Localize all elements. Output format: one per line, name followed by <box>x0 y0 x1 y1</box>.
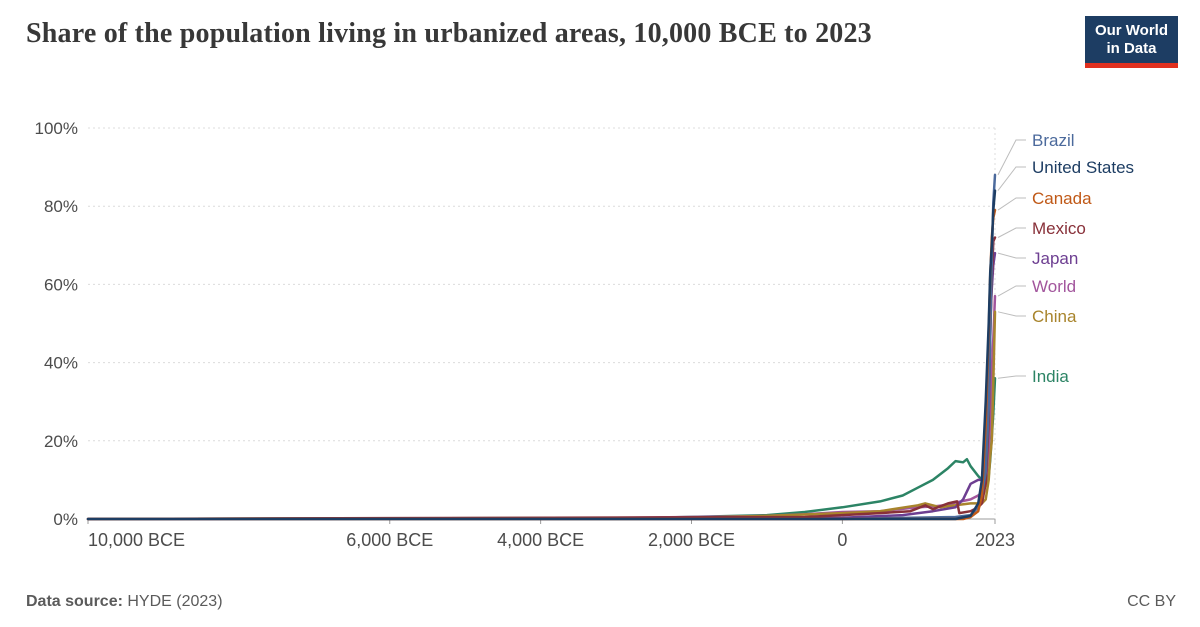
series-label-japan[interactable]: Japan <box>1032 249 1078 268</box>
y-tick-label: 80% <box>44 197 78 216</box>
chart-title: Share of the population living in urbani… <box>26 18 872 49</box>
data-source-value: HYDE (2023) <box>122 593 223 610</box>
series-label-united-states[interactable]: United States <box>1032 158 1134 177</box>
y-tick-label: 40% <box>44 354 78 373</box>
label-leader-line <box>997 227 1026 238</box>
y-tick-label: 20% <box>44 432 78 451</box>
series-line-china[interactable] <box>86 310 997 521</box>
owid-logo-line1: Our World <box>1094 22 1168 39</box>
data-source-label: Data source: <box>26 593 123 610</box>
license-badge[interactable]: CC BY <box>1127 593 1176 610</box>
label-leader-line <box>997 252 1026 259</box>
series-label-brazil[interactable]: Brazil <box>1032 131 1075 150</box>
series-line-japan[interactable] <box>86 251 997 521</box>
x-tick-label: 2023 <box>975 530 1015 550</box>
x-tick-label: 10,000 BCE <box>88 530 185 550</box>
series-line-united-states[interactable] <box>86 189 997 521</box>
data-source-note: Data source: HYDE (2023) <box>26 593 223 611</box>
y-tick-label: 100% <box>35 119 78 138</box>
series-line-world[interactable] <box>86 294 997 521</box>
series-line-brazil[interactable] <box>86 173 997 521</box>
y-tick-label: 0% <box>53 510 78 529</box>
label-leader-line <box>997 166 1026 191</box>
label-leader-line <box>997 311 1026 317</box>
label-leader-line <box>997 375 1026 379</box>
series-label-canada[interactable]: Canada <box>1032 189 1092 208</box>
x-tick-label: 2,000 BCE <box>648 530 735 550</box>
series-label-world[interactable]: World <box>1032 277 1076 296</box>
x-tick-label: 0 <box>837 530 847 550</box>
series-label-china[interactable]: China <box>1032 307 1077 326</box>
y-tick-label: 60% <box>44 275 78 294</box>
owid-logo-line2: in Data <box>1106 40 1157 57</box>
owid-logo[interactable]: Our World in Data <box>1084 16 1178 68</box>
series-label-mexico[interactable]: Mexico <box>1032 219 1086 238</box>
x-tick-label: 4,000 BCE <box>497 530 584 550</box>
label-leader-line <box>997 139 1026 176</box>
label-leader-line <box>997 197 1026 211</box>
series-line-canada[interactable] <box>86 208 997 521</box>
series-label-india[interactable]: India <box>1032 367 1069 386</box>
series-line-mexico[interactable] <box>86 236 997 521</box>
series-line-india[interactable] <box>86 376 997 521</box>
x-tick-label: 6,000 BCE <box>346 530 433 550</box>
label-leader-line <box>997 285 1026 297</box>
